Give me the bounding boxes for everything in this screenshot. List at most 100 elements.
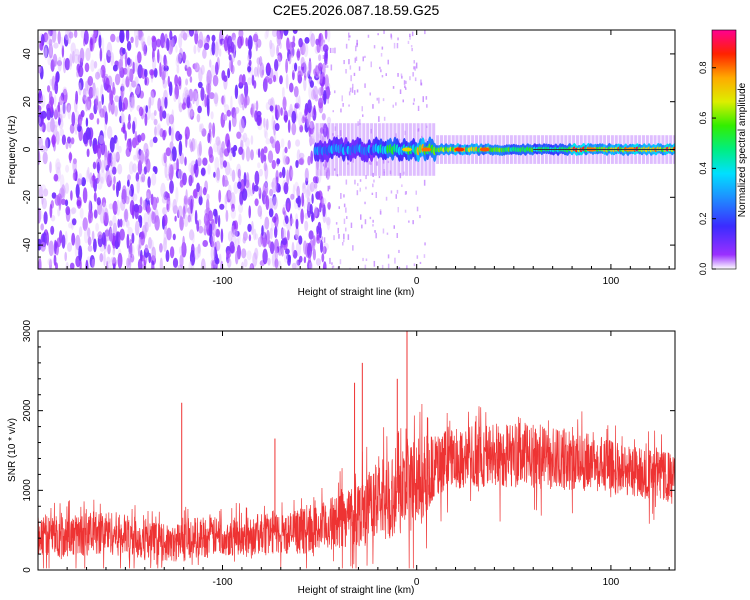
noise-blob	[273, 120, 276, 136]
noise-dot	[326, 169, 329, 173]
noise-dot	[353, 72, 356, 76]
y-tick-label: 2000	[22, 399, 33, 422]
snr-frame	[37, 330, 676, 571]
noise-blob	[153, 67, 158, 78]
noise-blob	[184, 64, 188, 72]
noise-dot	[343, 233, 345, 240]
noise-blob	[246, 250, 252, 261]
noise-blob	[85, 117, 89, 127]
noise-blob	[92, 82, 96, 97]
noise-blob	[291, 262, 297, 269]
noise-blob	[53, 42, 59, 49]
noise-dot	[395, 133, 397, 139]
noise-blob	[244, 81, 249, 98]
noise-blob	[68, 222, 73, 229]
noise-blob	[173, 162, 177, 170]
noise-blob	[131, 232, 135, 244]
noise-dot	[328, 205, 331, 211]
noise-dot	[332, 265, 335, 268]
noise-blob	[174, 84, 179, 100]
noise-blob	[242, 103, 245, 111]
noise-blob	[203, 213, 210, 226]
noise-blob	[49, 203, 53, 219]
noise-blob	[107, 126, 113, 139]
noise-blob	[43, 44, 49, 59]
noise-blob	[194, 62, 200, 73]
noise-blob	[71, 218, 77, 226]
snr-y-ticks: 0 1000 2000 3000	[22, 319, 675, 573]
noise-blob	[257, 205, 263, 218]
noise-blob	[200, 87, 205, 101]
noise-dot	[403, 171, 405, 175]
noise-blob	[49, 259, 52, 269]
spectrogram-panel: -100 0 100 -40 -20 0 20 40 Height of straight …	[7, 29, 676, 298]
noise-blob	[269, 227, 273, 240]
noise-blob	[133, 193, 138, 202]
spectrogram-x-ticks: -100 0 100	[66, 30, 670, 287]
noise-dot	[373, 260, 376, 267]
noise-dot	[369, 216, 372, 220]
noise-dot	[406, 265, 408, 269]
noise-blob	[215, 228, 220, 238]
noise-blob	[95, 95, 99, 111]
noise-blob	[306, 184, 311, 199]
noise-blob	[128, 161, 134, 175]
noise-dot	[383, 169, 385, 173]
noise-blob	[290, 218, 294, 225]
noise-dot	[387, 59, 389, 65]
noise-blob	[131, 94, 135, 109]
noise-blob	[213, 208, 218, 217]
noise-blob	[253, 228, 257, 241]
noise-blob	[72, 158, 77, 173]
noise-dot	[418, 128, 420, 132]
noise-dot	[390, 190, 393, 194]
noise-blob	[180, 30, 186, 39]
noise-blob	[198, 31, 204, 48]
noise-blob	[79, 47, 85, 63]
noise-blob	[149, 69, 155, 76]
noise-blob	[165, 249, 170, 262]
noise-dot	[413, 263, 416, 267]
noise-dot	[399, 89, 402, 94]
noise-dot	[426, 125, 428, 128]
noise-blob	[125, 196, 130, 205]
noise-blob	[41, 110, 47, 119]
noise-blob	[162, 207, 166, 215]
noise-blob	[301, 192, 305, 207]
noise-blob	[93, 30, 97, 38]
x-tick-label: 100	[603, 577, 620, 588]
noise-dot	[372, 183, 374, 188]
noise-blob	[185, 189, 188, 205]
noise-blob	[230, 208, 236, 220]
noise-blob	[213, 142, 219, 153]
noise-blob	[231, 64, 235, 75]
noise-blob	[272, 216, 277, 223]
noise-blob	[194, 30, 199, 45]
noise-blob	[196, 245, 202, 258]
noise-blob	[184, 126, 190, 140]
noise-blob	[67, 105, 71, 120]
noise-blob	[186, 66, 192, 77]
noise-blob	[130, 36, 134, 43]
chart-title: C2E5.2026.087.18.59.G25	[273, 2, 440, 18]
noise-blob	[271, 30, 278, 38]
noise-dot	[323, 237, 326, 243]
noise-blob	[243, 258, 248, 268]
signal-peak	[402, 147, 412, 152]
noise-blob	[38, 207, 41, 224]
noise-dot	[319, 94, 322, 98]
noise-blob	[307, 155, 311, 166]
noise-blob	[196, 182, 201, 193]
noise-dot	[359, 187, 361, 192]
noise-blob	[267, 98, 274, 106]
noise-blob	[238, 74, 244, 87]
noise-dot	[356, 39, 358, 46]
noise-blob	[288, 255, 291, 263]
noise-blob	[78, 226, 83, 238]
noise-dot	[352, 245, 354, 251]
noise-blob	[216, 167, 220, 181]
noise-blob	[154, 166, 158, 175]
noise-dot	[370, 61, 372, 68]
noise-blob	[140, 132, 146, 142]
noise-blob	[125, 76, 130, 88]
